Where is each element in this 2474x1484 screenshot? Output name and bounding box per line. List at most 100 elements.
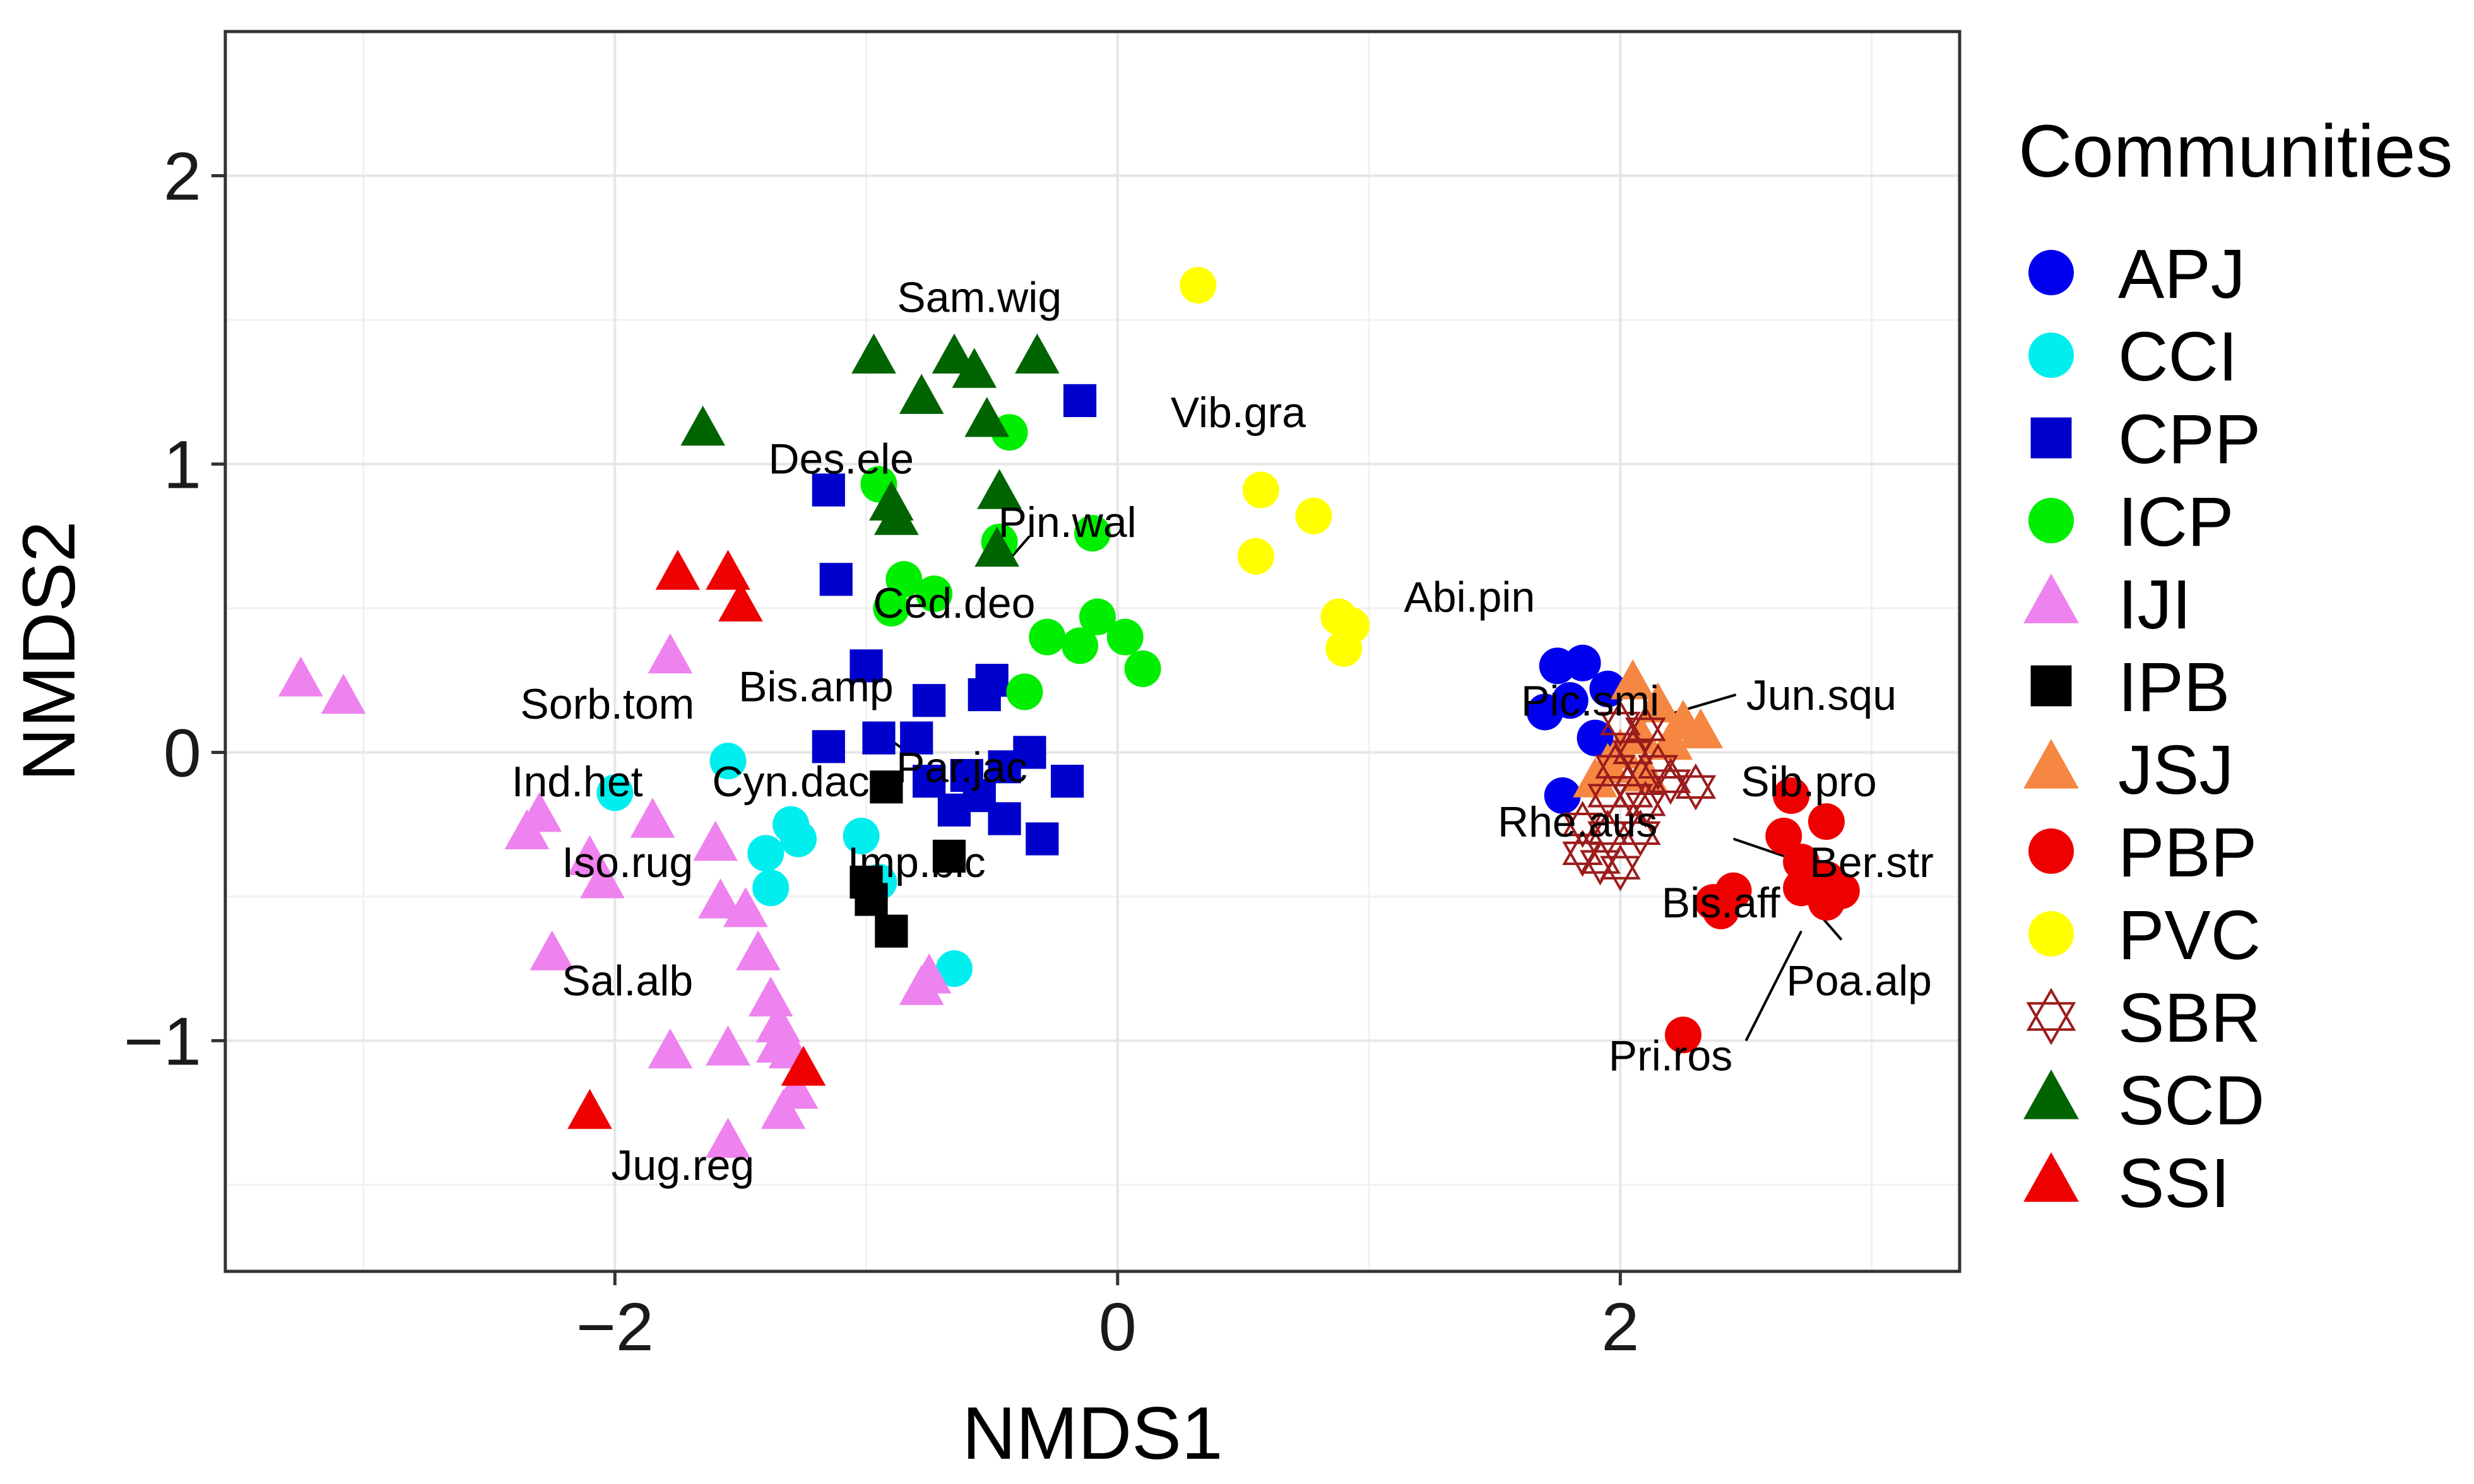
point-iji [630,798,675,838]
legend-key-icp [2028,498,2074,543]
legend-label: SCD [2118,1062,2264,1140]
legend-label: ICP [2118,483,2234,561]
label-connector [1744,930,1802,1042]
legend-item-jsj: JSJ [2023,731,2234,809]
point-sbr [1637,743,1679,791]
species-label: Imp.bic [848,839,986,886]
point-icp [1062,627,1099,664]
point-sbr [1562,801,1603,849]
point-jsj [1573,757,1618,798]
point-pbp [1765,817,1802,854]
point-jsj [1623,751,1668,792]
series-iji [278,633,952,1158]
point-cpp [988,750,1021,784]
point-ipb [855,883,888,916]
series-pbp [1664,777,1860,1054]
legend-item-scd: SCD [2023,1062,2264,1140]
point-sbr [1625,705,1666,753]
point-cpp [913,765,946,798]
point-ssi [706,550,750,590]
legend-label: SBR [2118,979,2261,1057]
point-apj [1544,777,1581,814]
legend-item-iji: IJI [2023,566,2191,644]
species-label: Iso.rug [562,839,693,886]
point-cpp [913,684,946,717]
point-iji [530,930,575,970]
point-pvc [1180,267,1217,304]
point-cpp [962,779,996,813]
point-iji [899,965,944,1005]
series-cpp [812,384,1097,856]
point-sbr [1600,844,1641,892]
point-cci [709,743,747,780]
point-iji [278,656,323,697]
y-tick-label: −1 [124,1003,201,1079]
point-cci [780,820,817,857]
point-iji [321,673,366,714]
point-icp [1079,598,1116,635]
point-sbr [1619,810,1661,857]
point-sbr [1625,780,1666,828]
species-label: Sam.wig [897,273,1062,321]
data-points [278,267,1860,1158]
series-ssi [567,550,826,1129]
point-apj [1551,682,1589,719]
legend-item-cci: CCI [2028,318,2237,396]
point-iji [698,878,743,919]
point-scd [851,333,896,374]
legend-label: JSJ [2118,731,2234,809]
legend-label: IPB [2118,649,2230,726]
point-pvc [1242,471,1279,509]
legend-key-sbr [2026,987,2076,1045]
species-label: Bis.amp [738,662,894,710]
point-pvc [1237,538,1274,575]
species-label: Poa.alp [1786,957,1932,1004]
point-pbp [1664,1016,1702,1054]
point-ssi [655,550,701,590]
x-axis-title: NMDS1 [962,1392,1222,1475]
point-iji [723,887,768,928]
point-scd [874,495,919,535]
point-ipb [870,770,903,804]
point-iji [693,820,738,861]
species-label: Sal.alb [562,957,693,1004]
species-label: Pic.smi [1521,677,1659,725]
point-cpp [1063,384,1097,418]
y-tick-label: 1 [163,426,201,502]
series-pvc [1180,267,1370,667]
y-axis-title: NMDS2 [8,521,91,781]
species-label: Vib.gra [1171,389,1306,437]
point-cpp [849,649,883,683]
legend-key-scd [2023,1069,2079,1119]
species-label: Ind.het [512,758,643,806]
point-pvc [1325,630,1363,667]
point-iji [580,858,625,898]
legend-item-sbr: SBR [2026,979,2261,1057]
point-iji [648,1028,693,1069]
species-label: Pri.ros [1609,1032,1732,1080]
point-ipb [875,914,908,948]
legend-title: Communities [2018,110,2453,193]
species-label: Pin.wal [998,498,1137,546]
point-ssi [567,1088,612,1129]
legend-key-ipb [2030,665,2072,707]
point-iji [735,930,781,970]
x-tick-label: −2 [576,1288,654,1365]
point-iji [761,1088,806,1129]
point-cci [596,774,634,811]
point-cpp [819,563,853,596]
point-cpp [900,721,933,755]
point-icp [1124,650,1161,687]
point-ssi [781,1045,826,1086]
point-pbp [1808,803,1845,840]
legend-item-apj: APJ [2028,235,2246,313]
point-icp [1074,515,1111,552]
axis-ticks: −2 0 2 −1 0 1 2 [124,138,1640,1365]
point-iji [504,809,550,849]
point-cci [935,950,973,987]
point-sbr [1587,810,1628,857]
legend-key-cci [2028,333,2074,378]
point-cpp [812,473,845,507]
